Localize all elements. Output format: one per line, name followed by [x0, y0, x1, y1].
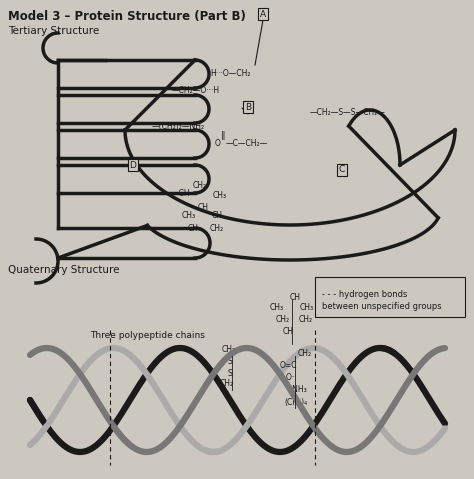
- Text: CH₂: CH₂: [222, 345, 236, 354]
- Text: —CH₂—S—S—CH₂—: —CH₂—S—S—CH₂—: [310, 107, 386, 116]
- Text: CH₂: CH₂: [210, 224, 224, 232]
- Text: ⁺NH₃: ⁺NH₃: [288, 386, 307, 395]
- Text: —CH: —CH: [172, 189, 191, 197]
- Text: CH₂: CH₂: [220, 379, 234, 388]
- Text: CH₃: CH₃: [270, 304, 284, 312]
- Text: S: S: [228, 357, 233, 366]
- Text: D: D: [129, 160, 137, 170]
- Text: CH₃: CH₃: [300, 304, 314, 312]
- Text: B: B: [245, 103, 251, 112]
- Text: Three polypeptide chains: Three polypeptide chains: [90, 331, 205, 340]
- Text: Model 3 – Protein Structure (Part B): Model 3 – Protein Structure (Part B): [8, 10, 246, 23]
- Text: CH₃: CH₃: [188, 224, 202, 232]
- Text: CH₃: CH₃: [213, 191, 227, 199]
- Text: CH: CH: [290, 294, 301, 303]
- Text: CH: CH: [198, 203, 209, 212]
- Text: C: C: [339, 166, 345, 174]
- Text: Quaternary Structure: Quaternary Structure: [8, 265, 119, 275]
- Text: O: O: [215, 138, 221, 148]
- Text: —CH₂—O···H: —CH₂—O···H: [172, 85, 220, 94]
- Text: O⁻: O⁻: [286, 374, 296, 383]
- Text: S: S: [228, 368, 233, 377]
- Text: (CH₂)₄: (CH₂)₄: [284, 398, 307, 407]
- Text: Tertiary Structure: Tertiary Structure: [8, 26, 99, 36]
- Text: O=C: O=C: [280, 362, 298, 370]
- Text: A: A: [260, 10, 266, 19]
- Text: CH₂: CH₂: [276, 316, 290, 324]
- Text: CH₂: CH₂: [299, 316, 313, 324]
- Text: CH: CH: [212, 212, 223, 220]
- Text: —C—CH₂—: —C—CH₂—: [226, 138, 268, 148]
- Text: ‖: ‖: [221, 132, 226, 140]
- Text: —(CH₂)₂—NH₂: —(CH₂)₂—NH₂: [152, 122, 205, 130]
- FancyBboxPatch shape: [315, 277, 465, 317]
- Text: H···O—CH₂: H···O—CH₂: [210, 68, 250, 78]
- Text: CH₂: CH₂: [193, 181, 207, 190]
- Text: CH₂: CH₂: [298, 350, 312, 358]
- Text: CH₃: CH₃: [182, 212, 196, 220]
- Text: CH: CH: [283, 328, 294, 337]
- Text: between unspecified groups: between unspecified groups: [322, 302, 442, 311]
- Text: - - - hydrogen bonds: - - - hydrogen bonds: [322, 290, 407, 299]
